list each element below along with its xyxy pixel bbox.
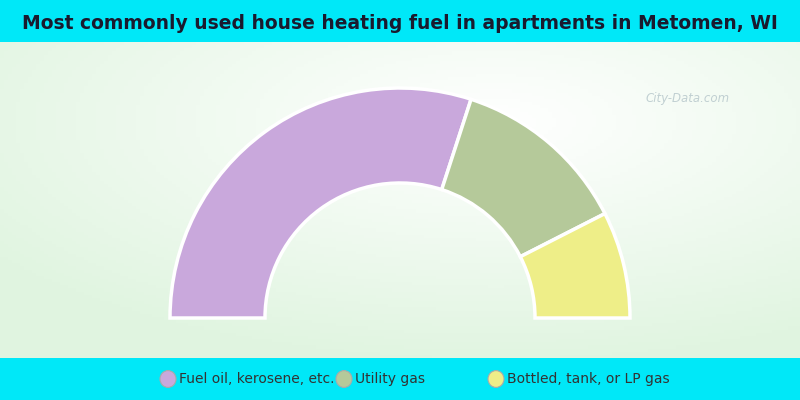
Wedge shape <box>520 214 630 318</box>
Text: Utility gas: Utility gas <box>355 372 426 386</box>
Ellipse shape <box>488 370 504 387</box>
Text: Most commonly used house heating fuel in apartments in Metomen, WI: Most commonly used house heating fuel in… <box>22 14 778 33</box>
Ellipse shape <box>336 370 352 387</box>
Wedge shape <box>442 99 605 257</box>
Ellipse shape <box>160 370 176 387</box>
Text: Bottled, tank, or LP gas: Bottled, tank, or LP gas <box>507 372 670 386</box>
Wedge shape <box>170 88 471 318</box>
Text: Fuel oil, kerosene, etc.: Fuel oil, kerosene, etc. <box>179 372 334 386</box>
Text: City-Data.com: City-Data.com <box>646 92 730 105</box>
